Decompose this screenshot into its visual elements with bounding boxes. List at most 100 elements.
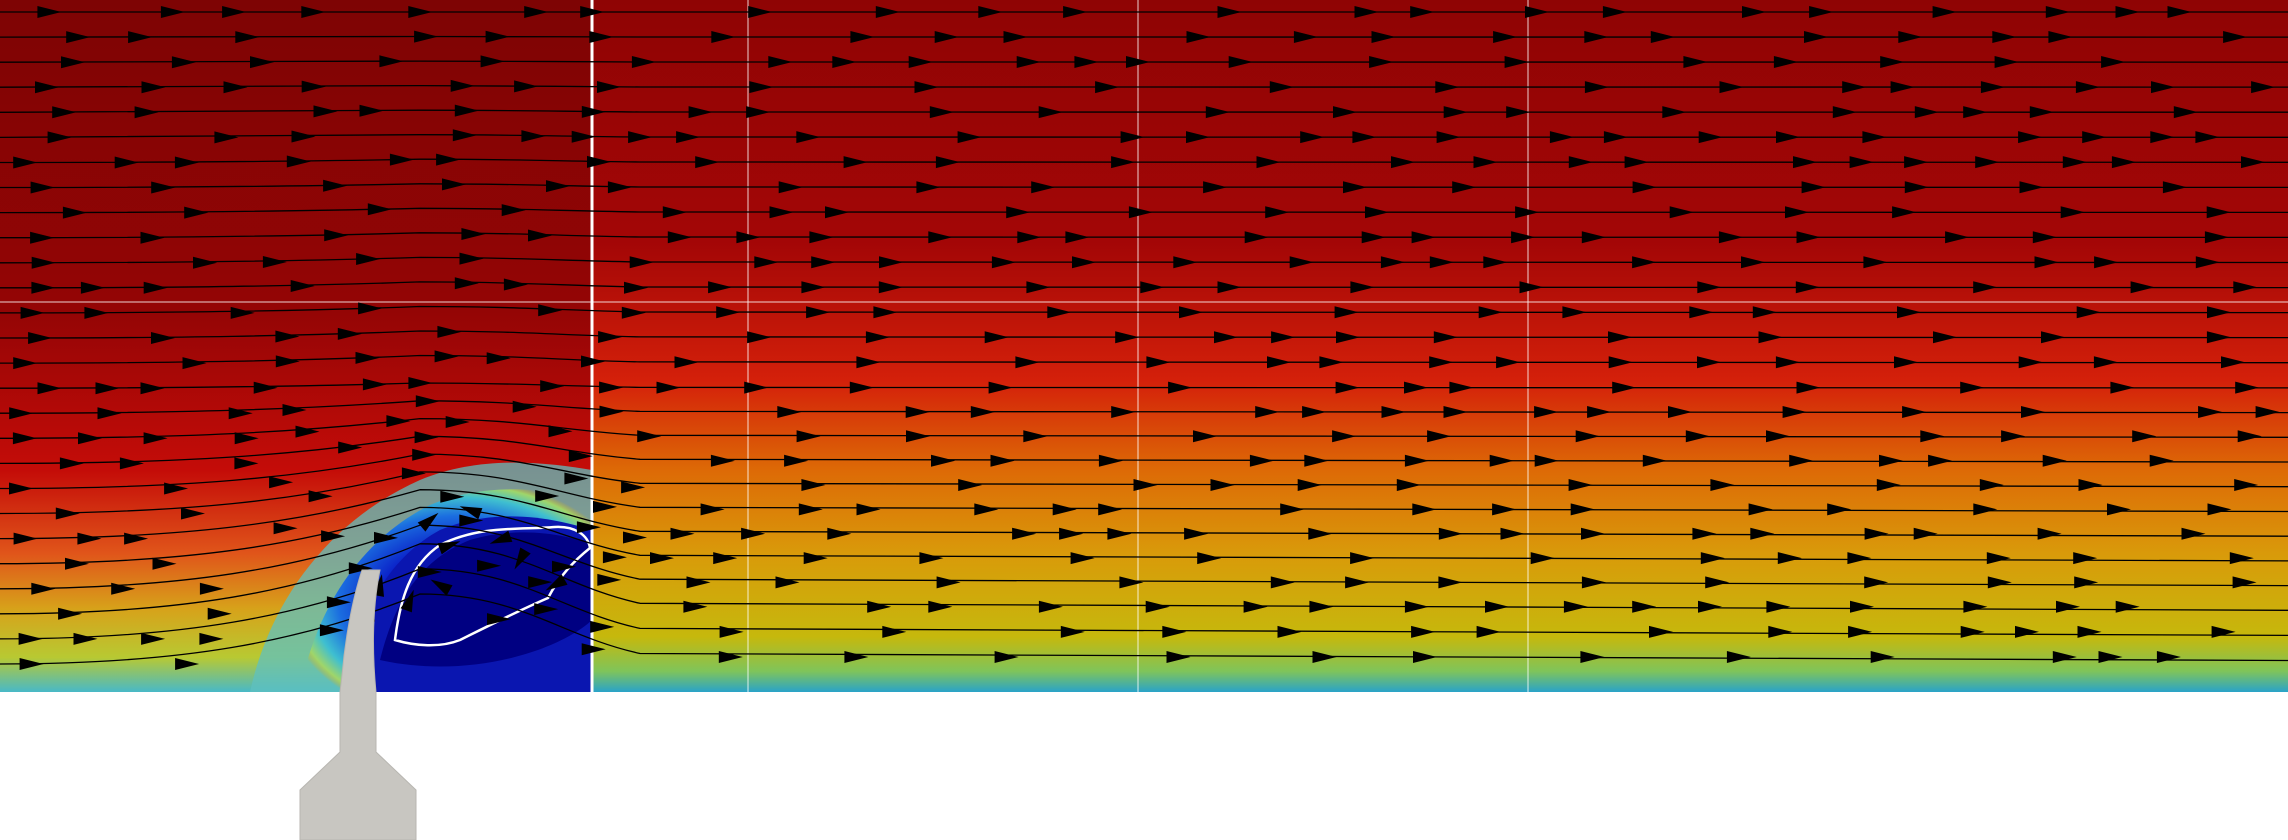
streamline-arrow	[1293, 31, 1318, 43]
streamline-arrow	[1312, 651, 1337, 663]
streamline-arrow	[607, 181, 632, 194]
streamline-arrow	[801, 281, 826, 294]
streamline-arrow	[991, 256, 1016, 269]
streamline-arrow	[548, 425, 573, 438]
streamline	[0, 593, 2288, 665]
streamline-arrow	[1568, 156, 1593, 169]
streamline-arrow	[1752, 306, 1777, 319]
streamline-arrow	[1525, 6, 1549, 18]
streamline-arrow	[676, 131, 701, 144]
streamline-arrow	[1960, 625, 1985, 638]
streamline-arrow	[1697, 356, 1721, 369]
streamline-arrow	[222, 6, 247, 18]
streamline-arrow	[1335, 381, 1360, 394]
streamline-arrow	[2111, 156, 2136, 169]
streamline-arrow	[1850, 600, 1874, 613]
streamline-arrow	[2237, 430, 2262, 443]
streamline-arrow	[825, 206, 849, 219]
streamline-arrow	[769, 206, 794, 219]
streamline-arrow	[580, 6, 605, 18]
streamline-arrow	[1980, 81, 2005, 94]
streamline-arrow	[746, 106, 771, 119]
streamline-arrow	[1581, 527, 1605, 540]
streamline-arrow	[1698, 131, 1723, 144]
streamline-arrow	[856, 356, 881, 369]
streamline-arrow	[286, 155, 311, 168]
streamline-arrow	[1203, 181, 1228, 194]
streamline-arrow	[1006, 206, 1031, 219]
streamline-arrow	[1612, 381, 1637, 394]
streamline-arrow	[321, 530, 346, 543]
streamline-arrow	[1880, 56, 1905, 68]
streamline-arrow	[1973, 281, 1998, 294]
streamline-arrow	[1391, 156, 1415, 169]
streamline-arrow	[1876, 479, 1901, 491]
streamline-arrow	[175, 658, 200, 670]
streamline-arrow	[674, 356, 699, 369]
streamline-arrow	[2034, 256, 2059, 269]
streamline-arrow	[1119, 576, 1144, 589]
streamline-arrow	[1063, 6, 1088, 18]
streamline-arrow	[1115, 331, 1140, 344]
streamline-arrow	[621, 481, 646, 494]
streamline-arrow	[1862, 131, 1887, 144]
streamline-arrow	[61, 56, 85, 69]
streamline-arrow	[1511, 231, 1536, 244]
streamline-arrow	[589, 31, 614, 43]
streamline-arrow	[1608, 356, 1633, 369]
streamline-arrow	[1038, 600, 1063, 613]
streamline-arrow	[1992, 31, 2017, 43]
streamline-arrow	[552, 560, 576, 573]
streamline-arrow	[2235, 381, 2260, 394]
streamline-arrow	[581, 355, 605, 368]
streamline-arrow	[55, 507, 80, 520]
streamline-arrow	[686, 576, 711, 589]
streamline-arrow	[2211, 625, 2236, 638]
streamline-arrow	[2207, 503, 2232, 516]
streamline-arrow	[223, 81, 248, 94]
streamline-arrow	[1570, 503, 1595, 516]
streamline-arrow	[1380, 256, 1405, 269]
streamline-arrow	[1849, 156, 1874, 169]
streamline-arrow	[1319, 356, 1344, 369]
streamline-arrow	[688, 106, 713, 119]
streamline-arrow	[66, 31, 91, 44]
streamline-arrow	[1624, 156, 1649, 169]
streamline-arrow	[2207, 306, 2231, 319]
streamline-arrow	[1186, 131, 1210, 144]
streamline-arrow	[2082, 131, 2107, 144]
streamline-arrow	[1994, 56, 2019, 68]
streamline-arrow	[52, 106, 77, 119]
streamline-arrow	[1249, 454, 1274, 467]
streamline-arrow	[1785, 206, 1809, 219]
streamline-arrow	[151, 181, 176, 194]
streamline-arrow	[1016, 56, 1041, 68]
streamline-arrow	[111, 582, 136, 595]
recirculation-arrow	[400, 589, 414, 613]
streamline-arrow	[1052, 503, 1077, 516]
streamline-arrow	[736, 231, 761, 244]
streamline-arrow	[1698, 600, 1722, 613]
recirculation-arrow	[459, 506, 483, 520]
streamline-arrow	[934, 31, 959, 43]
streamline-arrow	[599, 381, 624, 394]
streamline-arrow	[597, 573, 622, 586]
streamline-arrow	[31, 281, 56, 294]
streamline-arrow	[1381, 406, 1406, 418]
streamline-arrow	[535, 490, 560, 502]
streamline-arrow	[1584, 81, 1609, 94]
streamline-arrow	[1023, 430, 1048, 443]
streamline-arrow	[1669, 206, 1694, 219]
streamline-arrow	[914, 81, 939, 94]
streamline-arrow	[1197, 552, 1222, 565]
streamline-arrow	[1443, 406, 1468, 418]
streamline-arrow	[1898, 31, 1923, 43]
streamline-arrow	[2074, 576, 2099, 589]
streamline-arrow	[2037, 527, 2062, 540]
streamline-arrow	[1789, 454, 1814, 467]
streamline-arrow	[2019, 181, 2044, 194]
streamline-arrow	[73, 632, 98, 645]
streamline-arrow	[623, 531, 647, 544]
streamline-arrow	[160, 6, 185, 18]
streamline-arrow	[1244, 231, 1269, 244]
